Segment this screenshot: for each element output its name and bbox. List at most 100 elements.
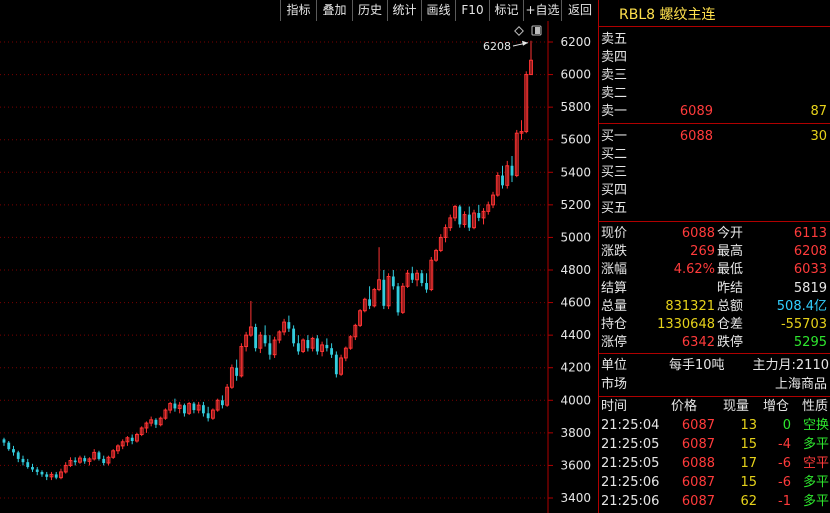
y-tick-label: 6000 [560,68,591,82]
candle-body [125,437,130,443]
trade-price: 6087 [681,494,715,509]
candle-body [97,452,101,459]
quote-value: 508.4亿 [776,298,827,314]
candle-body [343,347,348,359]
quote-row: 涨幅 4.62% 最低 6033 [599,261,830,279]
add-favorite-button[interactable]: +自选 [523,0,561,21]
window-icon-fill [535,27,540,34]
candle-body [529,59,533,76]
trade-change: -6 [778,456,791,471]
candle-body [524,74,529,133]
candle-body [106,456,111,464]
candle-body [192,403,196,411]
candle-body [434,249,438,261]
bid-level-row: 买四 [599,182,830,200]
statistics-button[interactable]: 统计 [387,0,421,21]
candle-body [263,335,267,344]
quote-value: 1330648 [657,317,715,332]
quote-label: 仓差 [717,317,744,332]
divider [599,26,830,27]
candle-body [477,213,481,218]
unit-value: 每手10吨 [669,358,725,373]
candle-body [348,336,353,349]
candle-body [68,460,73,466]
trade-price: 6087 [681,437,715,452]
candle-body [443,227,448,238]
candle-body [120,441,125,447]
quote-row: 涨停 6342 跌停 5295 [599,334,830,352]
candle-body [2,439,6,443]
f10-button[interactable]: F10 [455,0,489,21]
candle-body [320,344,325,352]
ask-level-row: 卖三 [599,67,830,85]
quote-label: 最高 [717,244,744,260]
trade-qty: 15 [740,437,757,452]
candlestick-chart[interactable]: 3400 3600 3800 4000 4200 4400 4600 4800 5000 5200… [0,21,598,513]
candle-body [135,433,139,442]
quote-label: 持仓 [601,317,628,332]
header-change: 增仓 [763,399,790,414]
divider [599,353,830,354]
bid-price: 6088 [679,129,713,144]
candle-body [514,132,519,177]
candle-body [12,449,15,453]
main-month: 主力月:2110 [752,358,829,373]
unit-row: 单位 每手10吨 主力月:2110 [599,357,830,375]
candle-body [26,462,30,468]
ask-level-label: 卖一 [601,104,628,119]
trade-price: 6087 [681,475,715,490]
y-tick-label: 5800 [560,100,591,114]
candle-body [92,451,97,460]
overlay-button[interactable]: 叠加 [316,0,352,21]
candle-body [31,467,34,470]
candle-body [301,339,306,352]
mark-button[interactable]: 标记 [489,0,523,21]
candle-body [306,340,310,349]
indicator-button[interactable]: 指标 [280,0,316,21]
quote-value: 269 [690,244,715,260]
candle-body [173,403,177,409]
trade-row: 21:25:04 6087 13 0 空换 [599,417,830,435]
candle-body [144,422,149,429]
candle-body [420,273,424,284]
candle-body [154,419,158,425]
candle-body [368,299,372,306]
trade-time: 21:25:05 [601,456,660,471]
annotation-arrowhead [522,40,528,46]
candle-body [196,404,201,411]
candle-body [244,334,249,348]
quote-label: 昨结 [717,280,744,296]
trade-time: 21:25:06 [601,475,660,490]
candle-body [130,437,134,441]
candle-body [225,386,230,406]
quote-row: 总量 831321 总额 508.4亿 [599,298,830,316]
y-tick-label: 4600 [560,296,591,310]
candle-body [40,471,44,475]
history-button[interactable]: 历史 [352,0,387,21]
candle-body [315,338,319,352]
trade-qty: 15 [740,475,757,490]
y-tick-label: 4200 [560,361,591,375]
header-nature: 性质 [802,399,829,414]
ask-volume: 87 [810,104,827,119]
candle-body [116,445,120,452]
candle-body [495,175,500,196]
trade-time: 21:25:05 [601,437,660,452]
last-high-label: 6208 [483,40,511,53]
candle-body [339,357,344,375]
market-row: 市场 上海商品 [599,376,830,394]
back-button[interactable]: 返回 [561,0,598,21]
candle-body [78,457,82,463]
candle-body [358,310,363,326]
divider [599,221,830,222]
candle-body [330,348,334,355]
trade-qty: 17 [740,456,757,471]
quote-row: 涨跌 269 最高 6208 [599,243,830,261]
diamond-icon [514,26,524,36]
trade-time: 21:25:04 [601,418,660,433]
draw-line-button[interactable]: 画线 [421,0,455,21]
candle-body [410,273,414,280]
candle-body [287,322,291,329]
quote-row: 持仓 1330648 仓差 -55703 [599,316,830,334]
unit-label: 单位 [601,358,628,373]
